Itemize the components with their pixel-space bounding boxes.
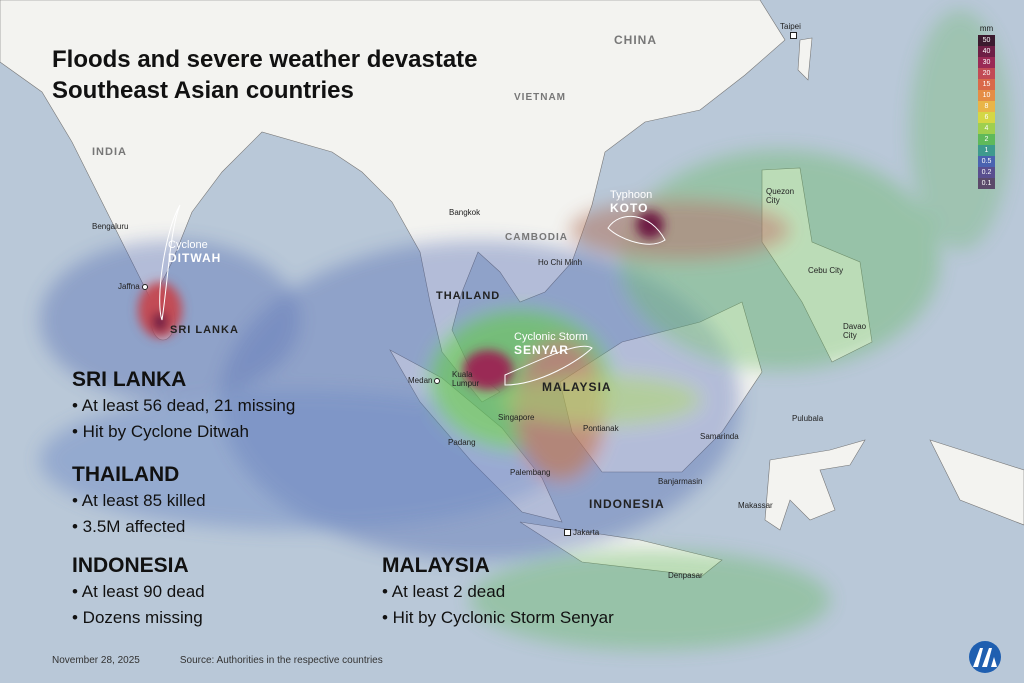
city-denpasar: Denpasar	[668, 571, 703, 580]
city-palembang: Palembang	[510, 468, 551, 477]
city-singapore: Singapore	[498, 413, 535, 422]
legend-step: 20	[978, 68, 995, 79]
legend-step: 30	[978, 57, 995, 68]
country-label-sri-lanka: SRI LANKA	[170, 324, 239, 336]
city-davao: Davao City	[843, 322, 867, 340]
legend-step: 0.2	[978, 167, 995, 178]
legend-step: 4	[978, 123, 995, 134]
ditwah-track	[159, 204, 181, 321]
panel-sri-lanka: SRI LANKA • At least 56 dead, 21 missing •…	[72, 368, 296, 441]
city-medan: Medan	[408, 376, 442, 385]
koto-track	[607, 215, 666, 245]
legend-step: 15	[978, 79, 995, 90]
legend-step: 10	[978, 90, 995, 101]
country-label-cambodia: CAMBODIA	[505, 232, 568, 243]
city-bangkok: Bangkok	[449, 208, 481, 217]
legend-step: 2	[978, 134, 995, 145]
country-label-vietnam: VIETNAM	[514, 92, 566, 103]
city-cebu: Cebu City	[808, 266, 844, 275]
storm-label-koto: Typhoon KOTO	[610, 189, 653, 215]
senyar-track	[504, 345, 593, 386]
city-pulubala: Pulubala	[792, 414, 824, 423]
city-kuala-lumpur: Kuala Lumpur	[452, 370, 480, 388]
legend-step: 0.5	[978, 156, 995, 167]
city-samarinda: Samarinda	[700, 432, 739, 441]
rainfall-legend: mm 50 40 30 20 15 10 8 6 4 2 1 0.5 0.2 0.1	[978, 24, 995, 189]
city-taipei: Taipei	[780, 22, 801, 40]
storm-label-senyar: Cyclonic Storm SENYAR	[514, 331, 588, 357]
legend-step: 6	[978, 112, 995, 123]
city-padang: Padang	[448, 438, 476, 447]
country-label-malaysia: MALAYSIA	[542, 380, 612, 394]
storm-tracks	[159, 204, 666, 386]
city-jakarta: Jakarta	[562, 528, 599, 537]
legend-step: 50	[978, 35, 995, 46]
page-title: Floods and severe weather devastate South…	[52, 46, 478, 104]
taiwan	[797, 37, 813, 81]
city-makassar: Makassar	[738, 501, 773, 510]
country-label-china: CHINA	[614, 33, 657, 47]
panel-thailand: THAILAND • At least 85 killed • 3.5M affec…	[72, 463, 206, 536]
city-banjarmasin: Banjarmasin	[658, 477, 703, 486]
country-label-india: INDIA	[92, 146, 127, 158]
sulawesi	[764, 439, 866, 531]
city-bengaluru: Bengaluru	[92, 222, 129, 231]
city-jaffna: Jaffna	[118, 282, 150, 291]
country-label-indonesia: INDONESIA	[589, 497, 665, 511]
legend-unit: mm	[979, 24, 994, 33]
city-pontianak: Pontianak	[583, 424, 619, 433]
footer: November 28, 2025 Source: Authorities in …	[52, 655, 423, 666]
legend-step: 0.1	[978, 178, 995, 189]
new-guinea	[929, 439, 1024, 526]
panel-indonesia: INDONESIA • At least 90 dead • Dozens miss…	[72, 554, 205, 627]
source: Source: Authorities in the respective co…	[179, 655, 383, 666]
legend-step: 8	[978, 101, 995, 112]
country-label-thailand: THAILAND	[436, 290, 501, 302]
date: November 28, 2025	[52, 655, 140, 666]
city-ho-chi-minh: Ho Chi Minh	[538, 258, 583, 267]
legend-step: 1	[978, 145, 995, 156]
storm-label-ditwah: Cyclone DITWAH	[168, 239, 222, 265]
city-quezon: Quezon City	[766, 187, 795, 205]
anadolu-agency-logo-icon	[969, 641, 1001, 673]
rainfall-overlay	[40, 10, 1010, 650]
panel-malaysia: MALAYSIA • At least 2 dead • Hit by Cyclon…	[382, 554, 614, 627]
legend-step: 40	[978, 46, 995, 57]
